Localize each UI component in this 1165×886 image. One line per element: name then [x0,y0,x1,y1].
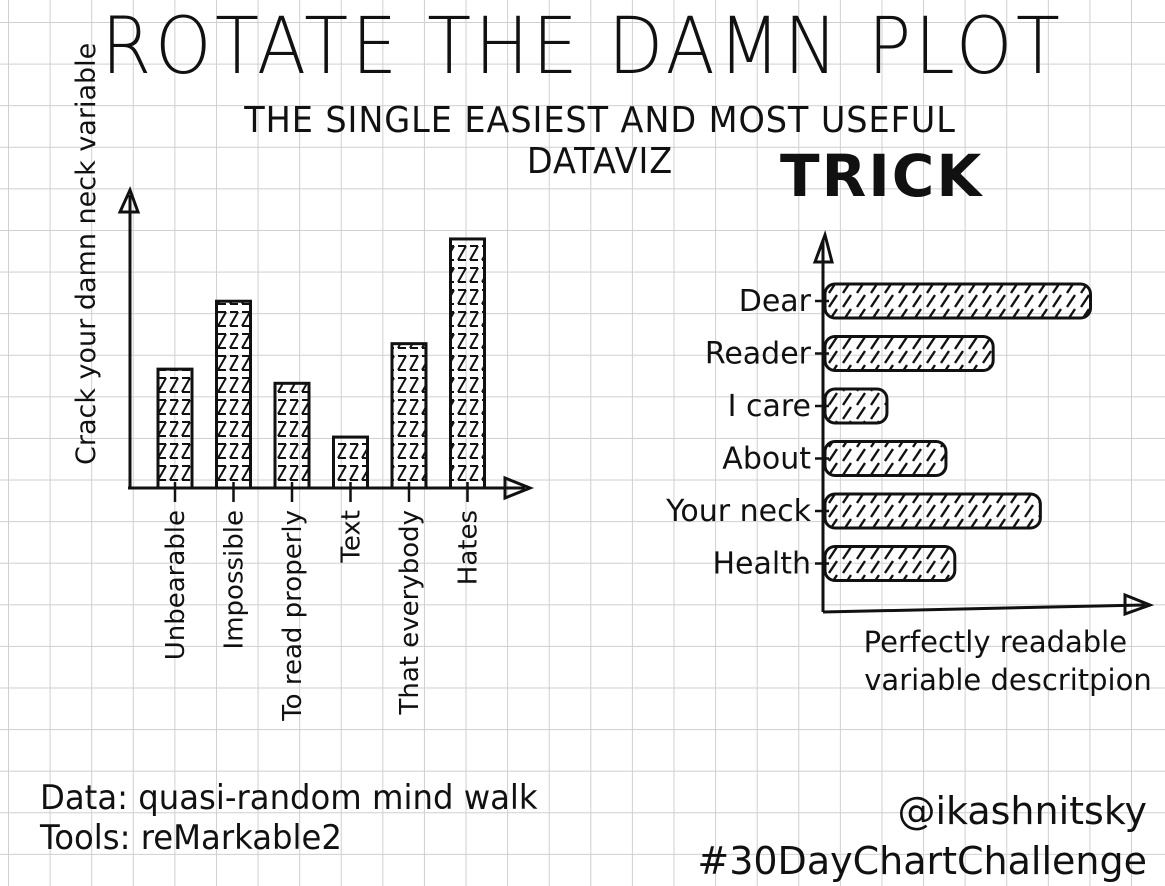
bar-impossible [215,299,252,490]
x-tick-label: Unbearable [161,510,191,660]
y-tick-label: Health [712,547,811,582]
data-source: Data: quasi-random mind walk [40,778,538,818]
horizontal-bar-chart: Perfectly readable variable descritpion … [665,229,1155,697]
author-block: @ikashnitsky #30DayChartChallenge [697,786,1147,886]
y-tick-label: I care [728,389,811,424]
hbar-i-care [823,387,889,425]
hbar-about [823,440,948,477]
tools-used: Tools: reMarkable2 [40,818,342,858]
hbar-your-neck [823,492,1042,530]
y-tick-label: Dear [739,284,812,319]
y-tick-label: Your neck [665,494,812,529]
bar-text [332,435,369,490]
h-x-axis-label: Perfectly readable variable descritpion [864,625,1152,697]
author-handle: @ikashnitsky [897,789,1147,833]
y-tick-label: About [722,442,811,477]
x-tick-label: To read properly [278,510,308,722]
y-axis-arrow [117,186,141,214]
chart-title: ROTATE THE DAMN PLOT [101,2,1064,92]
h-x-axis [822,603,1146,614]
hashtag: #30DayChartChallenge [697,839,1147,883]
y-tick-label: Reader [705,337,812,372]
credits: Data: quasi-random mind walk Tools: reMa… [40,778,538,858]
h-y-axis-arrow [812,229,834,264]
hbar-dear [823,282,1092,320]
chart-subtitle: THE SINGLE EASIEST AND MOST USEFUL DATAV… [244,100,956,182]
bar-to-read-properly [273,381,311,490]
h-x-axis-arrow [1123,592,1155,617]
x-tick-label: Text [337,510,367,564]
chart-subtitle-continued: TRICK [780,142,984,210]
hbar-health [823,545,957,582]
x-tick-label: Hates [454,510,484,585]
y-axis-label: Crack your damn neck variable [71,43,102,465]
x-tick-label: That everybody [395,510,425,716]
bar-that-everybody [390,342,428,490]
x-tick-label: Impossible [220,510,250,649]
x-axis-arrow [503,475,535,501]
hbar-reader [823,335,995,372]
vertical-bar-chart: Crack your damn neck variable Unbearable… [71,43,535,722]
